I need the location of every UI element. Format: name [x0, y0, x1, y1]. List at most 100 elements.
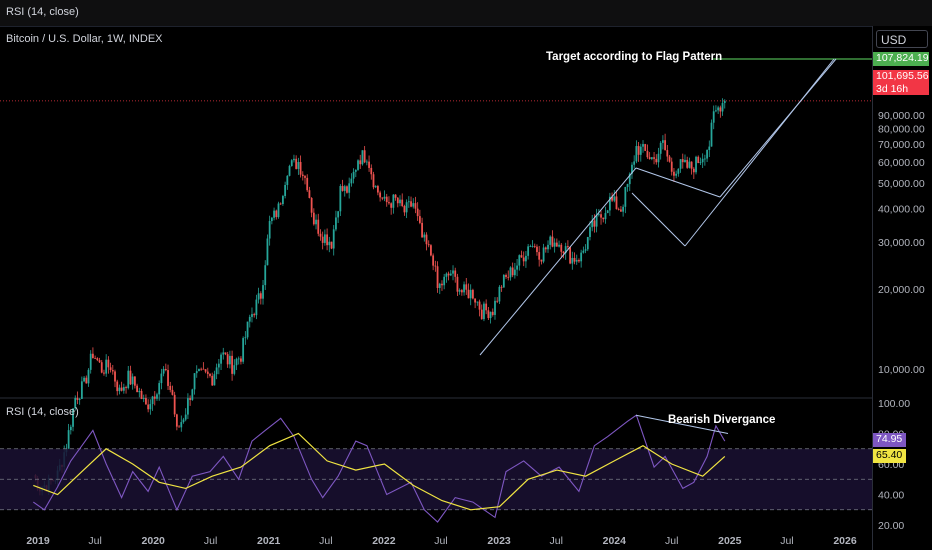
candle-body	[189, 398, 192, 400]
candle-body	[312, 212, 315, 225]
time-tick-label: Jul	[319, 535, 332, 547]
currency-selector[interactable]: USD	[876, 30, 928, 48]
candle-body	[701, 158, 704, 163]
candle-body	[540, 259, 543, 262]
candle-body	[542, 247, 545, 262]
candle-body	[372, 174, 375, 188]
candle-body	[604, 213, 607, 220]
candle-body	[242, 338, 245, 362]
candle-body	[617, 209, 620, 210]
candle-body	[697, 156, 700, 164]
candle-body	[425, 234, 428, 245]
candle-body	[169, 385, 172, 390]
candle-body	[591, 220, 594, 228]
candle-body	[248, 316, 251, 322]
candle-body	[195, 371, 198, 374]
candle-body	[142, 398, 145, 399]
candle-body	[699, 162, 702, 164]
rsi-line	[32, 414, 726, 523]
candle-body	[564, 246, 567, 254]
candle-body	[690, 161, 693, 169]
candle-body	[257, 293, 260, 300]
candle-body	[608, 196, 611, 211]
candle-body	[319, 233, 322, 237]
candle-body	[480, 309, 483, 320]
time-tick-label: 2019	[26, 535, 50, 547]
candle-body	[270, 217, 273, 222]
candle-body	[268, 221, 271, 239]
candle-body	[306, 177, 309, 191]
candle-body	[487, 310, 490, 319]
candle-body	[111, 369, 114, 372]
candle-body	[262, 285, 264, 299]
candle-body	[228, 355, 231, 365]
candle-body	[414, 203, 417, 209]
candle-body	[427, 244, 430, 246]
candle-body	[92, 353, 94, 358]
candle-body	[282, 196, 284, 204]
candle-body	[412, 203, 415, 207]
candle-body	[78, 398, 81, 400]
candle-body	[370, 167, 373, 175]
candle-body	[566, 246, 569, 248]
candle-body	[463, 284, 465, 293]
candle-body	[520, 255, 523, 258]
rsi-tick-label: 40.00	[878, 490, 904, 502]
candle-body	[562, 251, 565, 254]
candle-body	[544, 247, 547, 250]
trendline	[719, 58, 837, 198]
candle-body	[670, 161, 673, 172]
candle-body	[277, 203, 280, 218]
candle-body	[476, 301, 479, 303]
candle-body	[85, 377, 88, 384]
candle-body	[569, 247, 572, 264]
target-price-tag: 107,824.19	[873, 52, 929, 66]
candle-body	[145, 398, 147, 405]
candle-body	[198, 368, 200, 372]
candle-body	[639, 146, 642, 155]
candle-body	[180, 422, 183, 428]
candle-body	[365, 161, 368, 163]
candle-body	[385, 196, 388, 203]
candle-body	[240, 358, 242, 362]
candle-body	[407, 201, 410, 203]
candle-body	[363, 150, 366, 163]
candle-body	[343, 186, 346, 191]
candle-body	[648, 157, 651, 159]
price-tick-label: 90,000.00	[878, 110, 925, 122]
candle-body	[505, 275, 507, 277]
candle-body	[560, 244, 563, 252]
candle-body	[222, 352, 225, 355]
candle-body	[175, 414, 178, 427]
candle-body	[275, 210, 278, 218]
candle-body	[547, 244, 549, 250]
candle-body	[253, 314, 256, 316]
candle-body	[723, 100, 726, 104]
candle-body	[328, 241, 331, 246]
indicator-header-label[interactable]: RSI (14, close)	[6, 6, 79, 18]
candle-body	[416, 208, 419, 217]
candle-body	[67, 430, 70, 449]
candle-body	[580, 252, 583, 262]
candle-body	[394, 194, 397, 198]
candle-body	[76, 397, 79, 400]
candle-body	[668, 156, 671, 162]
candle-body	[516, 265, 518, 270]
candle-body	[388, 202, 390, 204]
candle-body	[469, 289, 472, 299]
candle-body	[164, 368, 167, 371]
candle-body	[220, 354, 222, 364]
candle-body	[555, 242, 558, 247]
price-tick-label: 20,000.00	[878, 284, 925, 296]
price-pane	[0, 58, 872, 496]
candle-body	[527, 246, 530, 256]
candle-body	[200, 368, 203, 370]
price-tick-label: 80,000.00	[878, 124, 925, 136]
candle-body	[217, 363, 220, 368]
candle-body	[140, 390, 143, 399]
candle-body	[573, 257, 576, 262]
rsi-value-tag: 74.95	[873, 433, 906, 447]
candle-body	[602, 217, 605, 220]
time-tick-label: 2025	[718, 535, 742, 547]
